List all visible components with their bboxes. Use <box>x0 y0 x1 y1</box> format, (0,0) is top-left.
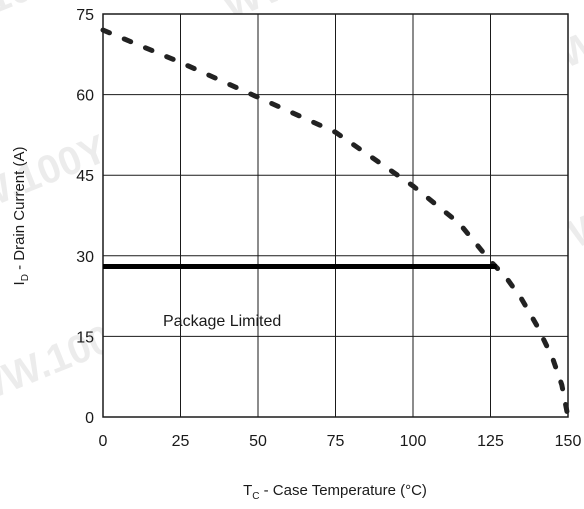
y-tick-label: 15 <box>76 329 94 346</box>
y-tick-label: 60 <box>76 88 94 105</box>
y-tick-label: 45 <box>76 168 94 185</box>
x-tick-label: 100 <box>400 433 427 450</box>
x-tick-label: 75 <box>327 433 345 450</box>
x-axis-label: TC - Case Temperature (°C) <box>243 482 427 502</box>
y-tick-label: 0 <box>85 410 94 427</box>
x-tick-label: 150 <box>555 433 582 450</box>
x-tick-label: 125 <box>477 433 504 450</box>
x-tick-label: 25 <box>172 433 190 450</box>
y-tick-label: 30 <box>76 249 94 266</box>
y-tick-label: 75 <box>76 7 94 24</box>
annotation-package-limited: Package Limited <box>163 313 281 330</box>
x-axis-ticks: 0 25 50 75 100 125 150 <box>99 433 582 450</box>
x-tick-label: 0 <box>99 433 108 450</box>
x-tick-label: 50 <box>249 433 267 450</box>
